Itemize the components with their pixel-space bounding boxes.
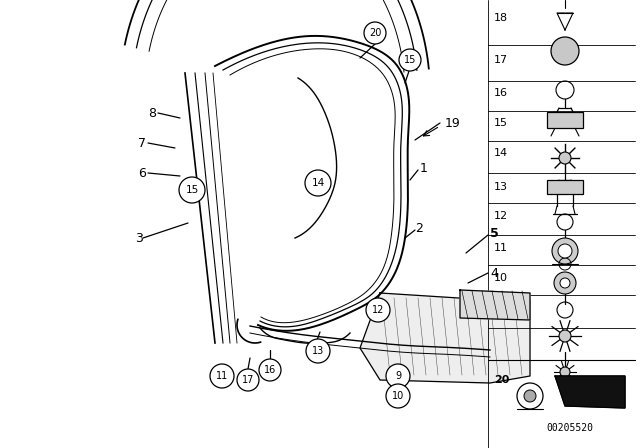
Text: 15: 15 (186, 185, 198, 195)
Text: 10: 10 (494, 273, 508, 283)
Circle shape (558, 244, 572, 258)
Text: 9: 9 (395, 371, 401, 381)
Text: 5: 5 (490, 227, 499, 240)
Circle shape (399, 49, 421, 71)
Circle shape (259, 359, 281, 381)
Circle shape (237, 369, 259, 391)
Text: 19: 19 (445, 116, 461, 129)
Text: 4: 4 (490, 267, 498, 280)
Text: 8: 8 (148, 107, 156, 120)
Text: 18: 18 (494, 13, 508, 23)
Text: 13: 13 (494, 182, 508, 192)
Circle shape (210, 364, 234, 388)
Circle shape (517, 383, 543, 409)
Text: 17: 17 (494, 55, 508, 65)
Text: 17: 17 (242, 375, 254, 385)
Circle shape (386, 384, 410, 408)
Text: 7: 7 (138, 137, 146, 150)
Circle shape (560, 367, 570, 377)
Circle shape (552, 238, 578, 264)
Text: 15: 15 (494, 118, 508, 128)
Text: 13: 13 (312, 346, 324, 356)
Circle shape (366, 298, 390, 322)
Text: 12: 12 (372, 305, 384, 315)
Circle shape (179, 177, 205, 203)
Text: 11: 11 (494, 243, 508, 253)
Polygon shape (360, 293, 530, 383)
Text: 10: 10 (392, 391, 404, 401)
Text: 20: 20 (494, 375, 509, 385)
Circle shape (559, 330, 571, 342)
Bar (547, 112, 583, 128)
Circle shape (364, 22, 386, 44)
Text: 16: 16 (494, 88, 508, 98)
Circle shape (551, 37, 579, 65)
Text: 16: 16 (264, 365, 276, 375)
Circle shape (524, 390, 536, 402)
Text: 12: 12 (494, 211, 508, 221)
Text: 6: 6 (138, 167, 146, 180)
Text: 9: 9 (494, 307, 501, 317)
Text: 14: 14 (494, 148, 508, 158)
Circle shape (306, 339, 330, 363)
Text: 3: 3 (135, 232, 143, 245)
Polygon shape (460, 290, 530, 320)
Circle shape (560, 278, 570, 288)
Circle shape (386, 364, 410, 388)
Text: 00205520: 00205520 (547, 423, 593, 433)
Text: 20: 20 (369, 28, 381, 38)
Bar (547, 180, 583, 194)
Text: 2: 2 (415, 221, 423, 234)
Text: 11: 11 (216, 371, 228, 381)
Text: 1: 1 (420, 161, 428, 175)
Circle shape (554, 272, 576, 294)
Circle shape (305, 170, 331, 196)
Circle shape (559, 152, 571, 164)
Polygon shape (555, 376, 625, 408)
Text: 14: 14 (312, 178, 324, 188)
Text: 15: 15 (404, 55, 416, 65)
